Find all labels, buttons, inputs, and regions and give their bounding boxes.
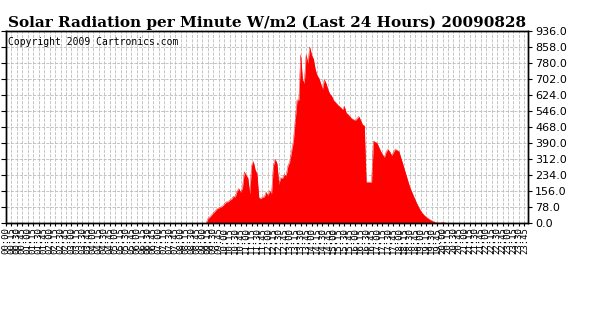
Text: Copyright 2009 Cartronics.com: Copyright 2009 Cartronics.com <box>8 37 178 47</box>
Title: Solar Radiation per Minute W/m2 (Last 24 Hours) 20090828: Solar Radiation per Minute W/m2 (Last 24… <box>8 16 526 30</box>
